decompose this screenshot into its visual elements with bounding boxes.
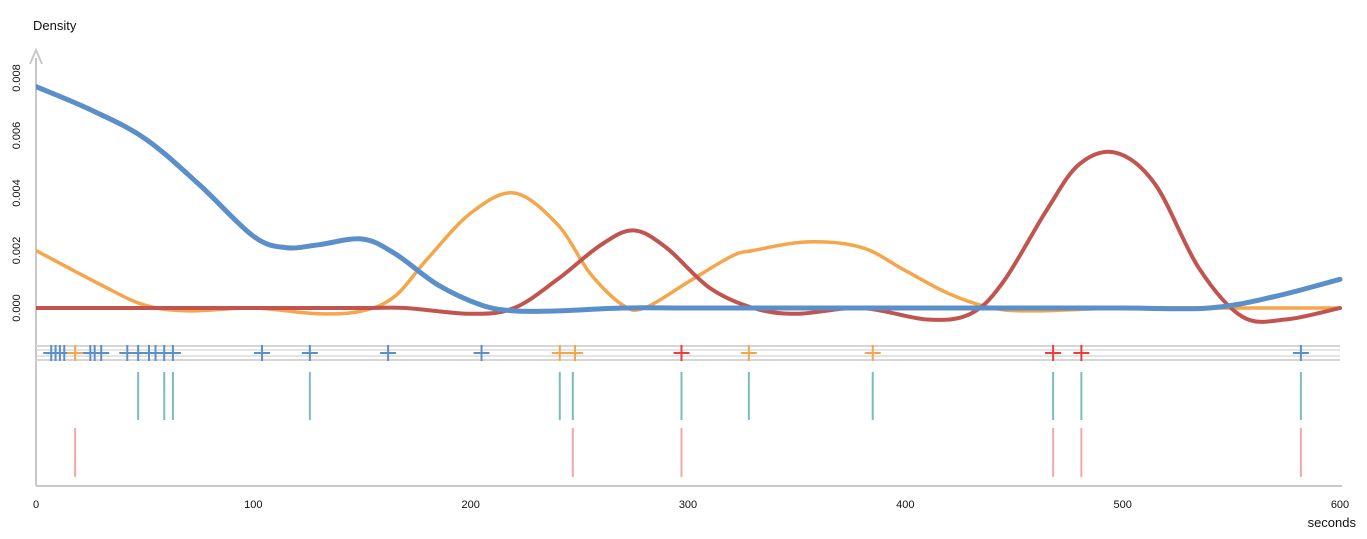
y-tick-label: 0.002 — [11, 237, 23, 265]
x-axis-label: seconds — [1308, 515, 1357, 530]
rug-cross — [164, 345, 181, 361]
rug-track — [36, 345, 1340, 361]
y-tick-labels: 0.000 0.002 0.004 0.006 0.008 — [11, 64, 23, 322]
y-tick-label: 0.004 — [11, 179, 23, 207]
density-line — [36, 191, 1342, 316]
rug-cross — [67, 345, 84, 361]
x-tick-label: 100 — [244, 499, 262, 511]
rug-cross — [1045, 345, 1062, 361]
rug-cross — [380, 345, 397, 361]
rug-cross — [301, 345, 318, 361]
y-tick-label: 0.000 — [11, 294, 23, 322]
axes — [29, 47, 1342, 487]
rug-cross — [551, 345, 568, 361]
rug-cross — [566, 345, 583, 361]
rug-cross — [254, 345, 271, 361]
y-tick-label: 0.008 — [11, 64, 23, 92]
rug-cross — [1292, 345, 1309, 361]
y-axis-arrow — [29, 47, 43, 65]
density-line — [36, 149, 1342, 324]
rug-cross — [473, 345, 490, 361]
x-tick-label: 300 — [679, 499, 697, 511]
rug-cross — [1073, 345, 1090, 361]
rug-cross — [93, 345, 110, 361]
rug-cross — [864, 345, 881, 361]
x-tick-label: 600 — [1331, 499, 1349, 511]
rug-cross — [740, 345, 757, 361]
density-line — [36, 84, 1343, 314]
x-tick-labels: 0 100 200 300 400 500 600 — [33, 499, 1349, 511]
y-axis-label: Density — [33, 18, 77, 33]
x-tick-label: 200 — [461, 499, 479, 511]
rug-lines — [74, 372, 1302, 477]
rug-cross — [673, 345, 690, 361]
y-tick-label: 0.006 — [11, 122, 23, 150]
x-tick-label: 500 — [1113, 499, 1131, 511]
rug-crosses — [43, 345, 1309, 361]
x-tick-label: 400 — [896, 499, 914, 511]
density-curves — [36, 84, 1343, 324]
x-tick-label: 0 — [33, 499, 39, 511]
